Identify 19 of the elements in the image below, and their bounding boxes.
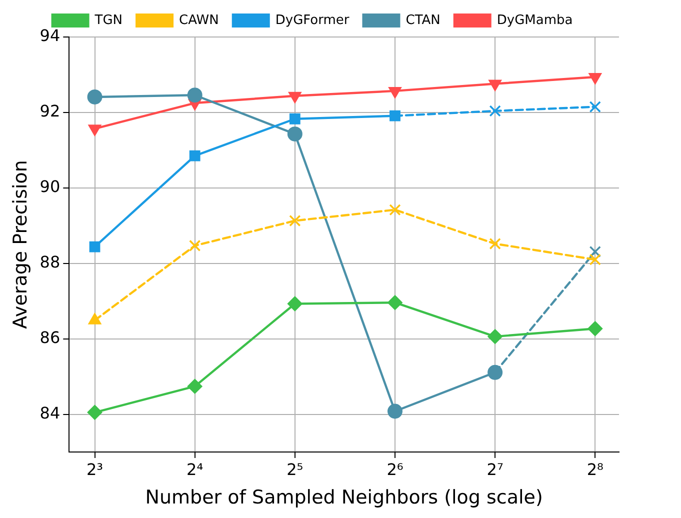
y-tick-label: 90: [40, 177, 60, 196]
legend-label: CTAN: [406, 12, 440, 28]
y-tick-label: 88: [40, 252, 60, 272]
x-axis-title: Number of Sampled Neighbors (log scale): [145, 486, 543, 509]
x-tick-label: 2⁸: [586, 460, 604, 479]
x-tick-label: 2⁴: [186, 460, 204, 479]
y-tick-label: 94: [40, 26, 60, 46]
x-tick-label: 2³: [86, 460, 104, 479]
y-axis-title: Average Precision: [9, 160, 32, 329]
y-tick-label: 92: [40, 102, 60, 121]
legend-label: DyGMamba: [496, 12, 573, 28]
legend-label: CAWN: [179, 12, 219, 28]
x-tick-label: 2⁷: [486, 460, 504, 479]
x-tick-label: 2⁵: [286, 460, 304, 479]
y-tick-label: 84: [40, 403, 60, 422]
legend-label: DyGFormer: [275, 12, 350, 28]
y-tick-label: 86: [40, 328, 60, 347]
legend-label: TGN: [94, 12, 123, 28]
x-tick-label: 2⁶: [386, 460, 404, 479]
